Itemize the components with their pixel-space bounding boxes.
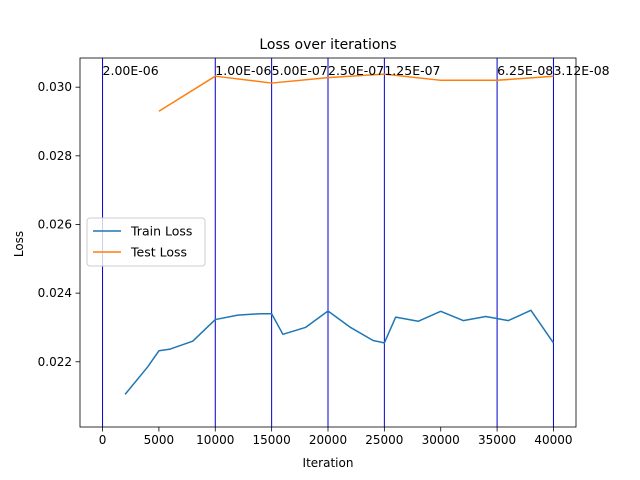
- plot-area: 2.00E-06 1.00E-06 5.00E-07 2.50E-07 1.25E-07…: [38, 57, 610, 447]
- y-tick-label-0: 0.022: [38, 355, 72, 369]
- series-line-test-loss: [158, 73, 554, 112]
- x-tick-label-4: 20000: [309, 433, 347, 447]
- x-axis-label: Iteration: [303, 456, 354, 470]
- y-tick-label-4: 0.030: [38, 80, 72, 94]
- y-tick-label-2: 0.026: [38, 217, 72, 231]
- annotation-label-3: 2.50E-07: [328, 63, 384, 78]
- legend-label-1: Test Loss: [130, 245, 187, 260]
- y-tick-label-3: 0.028: [38, 149, 72, 163]
- y-tick-label-1: 0.024: [38, 286, 72, 300]
- x-tick-label-8: 40000: [534, 433, 572, 447]
- x-tick-label-7: 35000: [478, 433, 516, 447]
- annotation-label-5: 6.25E-08: [497, 63, 553, 78]
- x-tick-label-5: 25000: [365, 433, 403, 447]
- annotation-label-0: 2.00E-06: [103, 63, 159, 78]
- legend: Train Loss Test Loss: [86, 217, 206, 267]
- annotation-label-1: 1.00E-06: [215, 63, 271, 78]
- annotation-label-2: 5.00E-07: [272, 63, 328, 78]
- chart-title: Loss over iterations: [259, 37, 396, 53]
- x-tick-label-1: 5000: [144, 433, 175, 447]
- legend-box: [86, 217, 206, 267]
- x-tick-label-3: 15000: [253, 433, 291, 447]
- x-tick-label-2: 10000: [196, 433, 234, 447]
- annotation-label-6: 3.12E-08: [553, 63, 609, 78]
- legend-label-0: Train Loss: [130, 224, 192, 239]
- y-axis-label: Loss: [12, 231, 26, 257]
- series-line-train-loss: [124, 309, 555, 395]
- annotation-label-4: 1.25E-07: [384, 63, 440, 78]
- x-tick-label-0: 0: [99, 433, 107, 447]
- x-tick-label-6: 30000: [422, 433, 460, 447]
